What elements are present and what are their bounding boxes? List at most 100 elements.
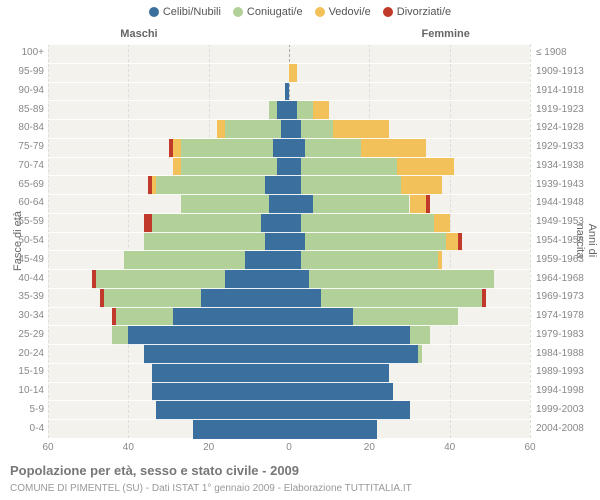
bar-segment-female-married	[301, 158, 397, 177]
bar-segment-male-married	[116, 308, 172, 327]
age-label: 85-89	[10, 104, 44, 115]
bar-segment-female-single	[289, 289, 321, 308]
bar-segment-male-married	[96, 270, 225, 289]
bar-segment-male-single	[173, 308, 289, 327]
bar-segment-male-married	[181, 195, 269, 214]
bar-segment-male-divorced	[169, 139, 173, 158]
bar-segment-female-single	[289, 233, 305, 252]
bar-segment-female-single	[289, 270, 309, 289]
bar-segment-male-single	[128, 326, 289, 345]
age-row	[48, 44, 530, 64]
bar-segment-female-widowed	[401, 176, 441, 195]
age-row	[48, 288, 530, 308]
bar-segment-female-widowed	[361, 139, 425, 158]
age-label: 95-99	[10, 66, 44, 77]
age-row	[48, 250, 530, 270]
bar-segment-female-widowed	[410, 195, 426, 214]
bar-segment-female-married	[321, 289, 482, 308]
age-label: 90-94	[10, 85, 44, 96]
age-label: 75-79	[10, 141, 44, 152]
chart-title: Popolazione per età, sesso e stato civil…	[10, 463, 299, 478]
bar-segment-female-single	[289, 420, 377, 439]
bar-segment-female-divorced	[482, 289, 486, 308]
bar-segment-female-married	[418, 345, 422, 364]
bar-segment-female-single	[289, 176, 301, 195]
age-label: 45-49	[10, 254, 44, 265]
bar-segment-male-divorced	[148, 176, 152, 195]
age-label: 60-64	[10, 197, 44, 208]
age-label: 25-29	[10, 329, 44, 340]
legend-swatch	[383, 7, 393, 17]
legend: Celibi/NubiliConiugati/eVedovi/eDivorzia…	[0, 6, 600, 18]
birth-label: ≤ 1908	[536, 47, 567, 58]
legend-item: Celibi/Nubili	[149, 6, 221, 18]
age-row	[48, 175, 530, 195]
gridline	[530, 44, 531, 438]
age-label: 0-4	[10, 423, 44, 434]
bar-segment-female-single	[289, 251, 301, 270]
bar-segment-female-married	[301, 120, 333, 139]
bar-segment-male-single	[201, 289, 289, 308]
bar-segment-male-divorced	[144, 214, 152, 233]
legend-swatch	[149, 7, 159, 17]
age-label: 80-84	[10, 122, 44, 133]
birth-label: 1994-1998	[536, 385, 584, 396]
bar-segment-male-widowed	[173, 158, 181, 177]
plot-area	[48, 44, 530, 438]
bar-segment-female-married	[313, 195, 409, 214]
bar-segment-male-married	[181, 158, 277, 177]
birth-label: 1919-1923	[536, 104, 584, 115]
age-row	[48, 232, 530, 252]
birth-label: 1969-1973	[536, 291, 584, 302]
bar-segment-female-single	[289, 120, 301, 139]
chart-subtitle: COMUNE DI PIMENTEL (SU) - Dati ISTAT 1° …	[10, 483, 412, 494]
birth-label: 1964-1968	[536, 273, 584, 284]
bar-segment-male-single	[144, 345, 289, 364]
bar-segment-male-divorced	[92, 270, 96, 289]
age-row	[48, 344, 530, 364]
x-tick: 60	[42, 442, 53, 453]
x-tick: 40	[123, 442, 134, 453]
age-label: 55-59	[10, 216, 44, 227]
bar-segment-male-single	[269, 195, 289, 214]
birth-label: 1934-1938	[536, 160, 584, 171]
bar-segment-female-single	[289, 401, 410, 420]
bar-segment-female-widowed	[313, 101, 329, 120]
bar-segment-male-married	[152, 214, 260, 233]
bar-segment-male-single	[152, 383, 289, 402]
bar-segment-male-married	[269, 101, 277, 120]
age-row	[48, 194, 530, 214]
age-label: 10-14	[10, 385, 44, 396]
bar-segment-male-married	[156, 176, 264, 195]
birth-label: 2004-2008	[536, 423, 584, 434]
age-label: 100+	[10, 47, 44, 58]
age-label: 40-44	[10, 273, 44, 284]
x-tick: 20	[364, 442, 375, 453]
bar-segment-male-divorced	[100, 289, 104, 308]
bar-segment-male-married	[181, 139, 273, 158]
bar-segment-male-single	[277, 101, 289, 120]
age-row	[48, 400, 530, 420]
bar-segment-female-widowed	[397, 158, 453, 177]
bar-segment-female-widowed	[434, 214, 450, 233]
age-row	[48, 269, 530, 289]
legend-swatch	[315, 7, 325, 17]
bar-segment-male-single	[152, 364, 289, 383]
birth-label: 1999-2003	[536, 404, 584, 415]
bar-segment-female-single	[289, 383, 393, 402]
bar-segment-female-single	[289, 195, 313, 214]
bar-segment-male-single	[225, 270, 289, 289]
bar-segment-male-single	[245, 251, 289, 270]
legend-item: Divorziati/e	[383, 6, 451, 18]
bar-segment-female-single	[289, 326, 410, 345]
age-row	[48, 157, 530, 177]
bar-segment-female-married	[353, 308, 457, 327]
birth-label: 1954-1958	[536, 235, 584, 246]
birth-label: 1959-1963	[536, 254, 584, 265]
legend-item: Coniugati/e	[233, 6, 303, 18]
age-label: 30-34	[10, 310, 44, 321]
bar-segment-male-single	[273, 139, 289, 158]
bar-segment-female-widowed	[438, 251, 442, 270]
age-row	[48, 119, 530, 139]
legend-swatch	[233, 7, 243, 17]
